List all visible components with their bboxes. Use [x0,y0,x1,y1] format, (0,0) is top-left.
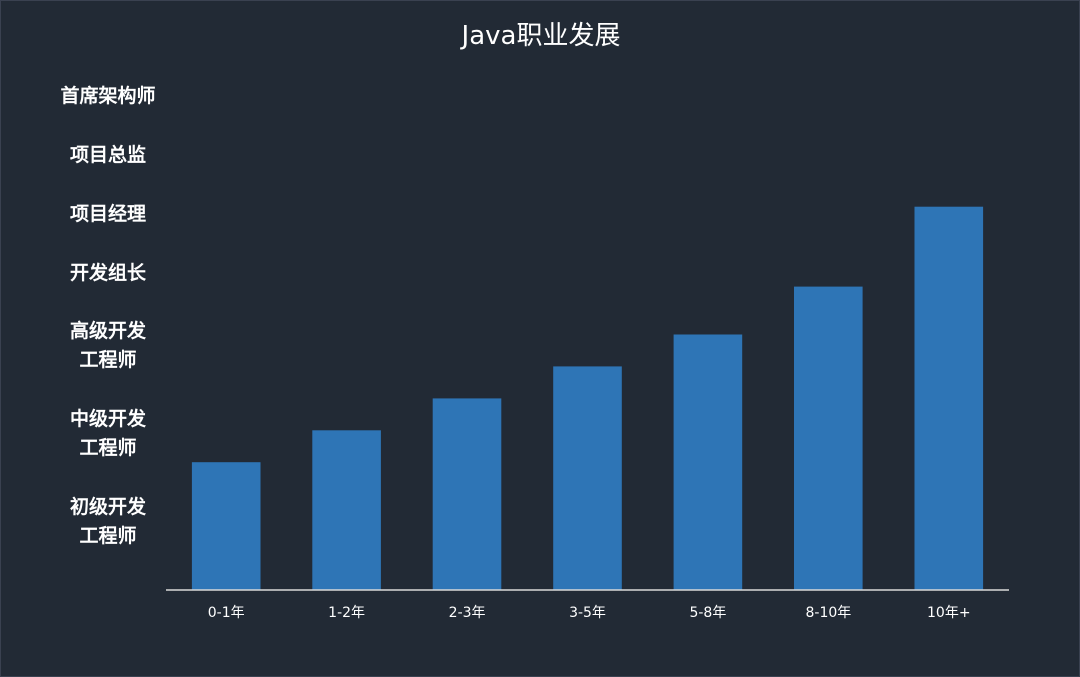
x-tick-label: 5-8年 [689,605,726,621]
chart-title: Java职业发展 [461,21,621,51]
x-tick-label: 3-5年 [569,605,606,621]
bar-10年+ [914,206,984,590]
y-label-chief-architect: 首席架构师 [60,85,156,107]
y-label-dev-team-lead: 开发组长 [69,262,146,284]
y-label-mid-developer: 中级开发 工程师 [69,408,146,459]
y-label-project-director: 项目总监 [69,144,146,166]
bar-2-3年 [432,398,502,590]
bar-0-1年 [191,462,261,590]
x-tick-label: 8-10年 [806,605,852,621]
x-tick-label: 1-2年 [328,605,365,621]
x-tick-label: 2-3年 [449,605,486,621]
bar-3-5年 [553,366,622,590]
bar-5-8年 [673,334,743,590]
y-label-project-manager: 项目经理 [69,203,146,225]
bar-8-10年 [794,286,863,590]
y-label-junior-developer: 初级开发 工程师 [69,496,146,547]
y-label-senior-developer: 高级开发 工程师 [69,320,146,371]
x-tick-label: 10年+ [927,605,971,621]
x-tick-label: 0-1年 [208,605,245,621]
bar-1-2年 [312,430,381,590]
